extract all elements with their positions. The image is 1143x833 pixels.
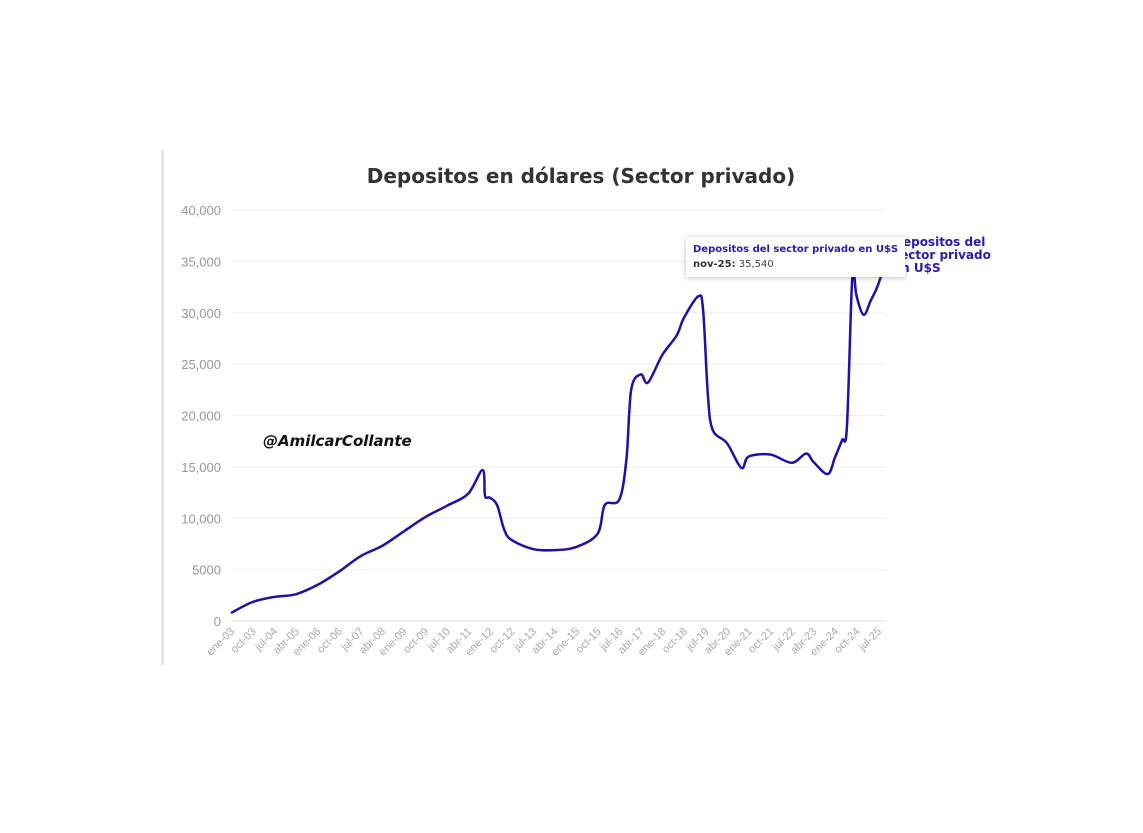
x-tick-label: jul-25 [856,626,884,654]
tooltip-title: Depositos del sector privado en U$S [693,244,899,255]
tooltip: Depositos del sector privado en U$S nov-… [686,237,906,277]
y-tick-label: 25,000 [181,357,221,372]
y-tick-label: 5000 [192,563,221,578]
chart-title: Depositos en dólares (Sector privado) [366,164,796,188]
y-tick-label: 10,000 [181,511,221,526]
y-tick-label: 0 [214,614,221,629]
series-end-label: Depositos del sector privado en U$S [893,235,991,275]
left-border [161,150,164,665]
y-tick-label: 40,000 [181,203,221,218]
y-tick-label: 15,000 [181,460,221,475]
tooltip-value: 35,540 [738,259,774,270]
y-tick-label: 20,000 [181,409,221,424]
y-tick-label: 35,000 [181,254,221,269]
author-watermark: @AmilcarCollante [263,432,412,450]
x-tick-label: ene-03 [204,626,237,659]
y-tick-label: 30,000 [181,306,221,321]
tooltip-label: nov-25: [693,259,736,270]
series-line [230,255,889,615]
